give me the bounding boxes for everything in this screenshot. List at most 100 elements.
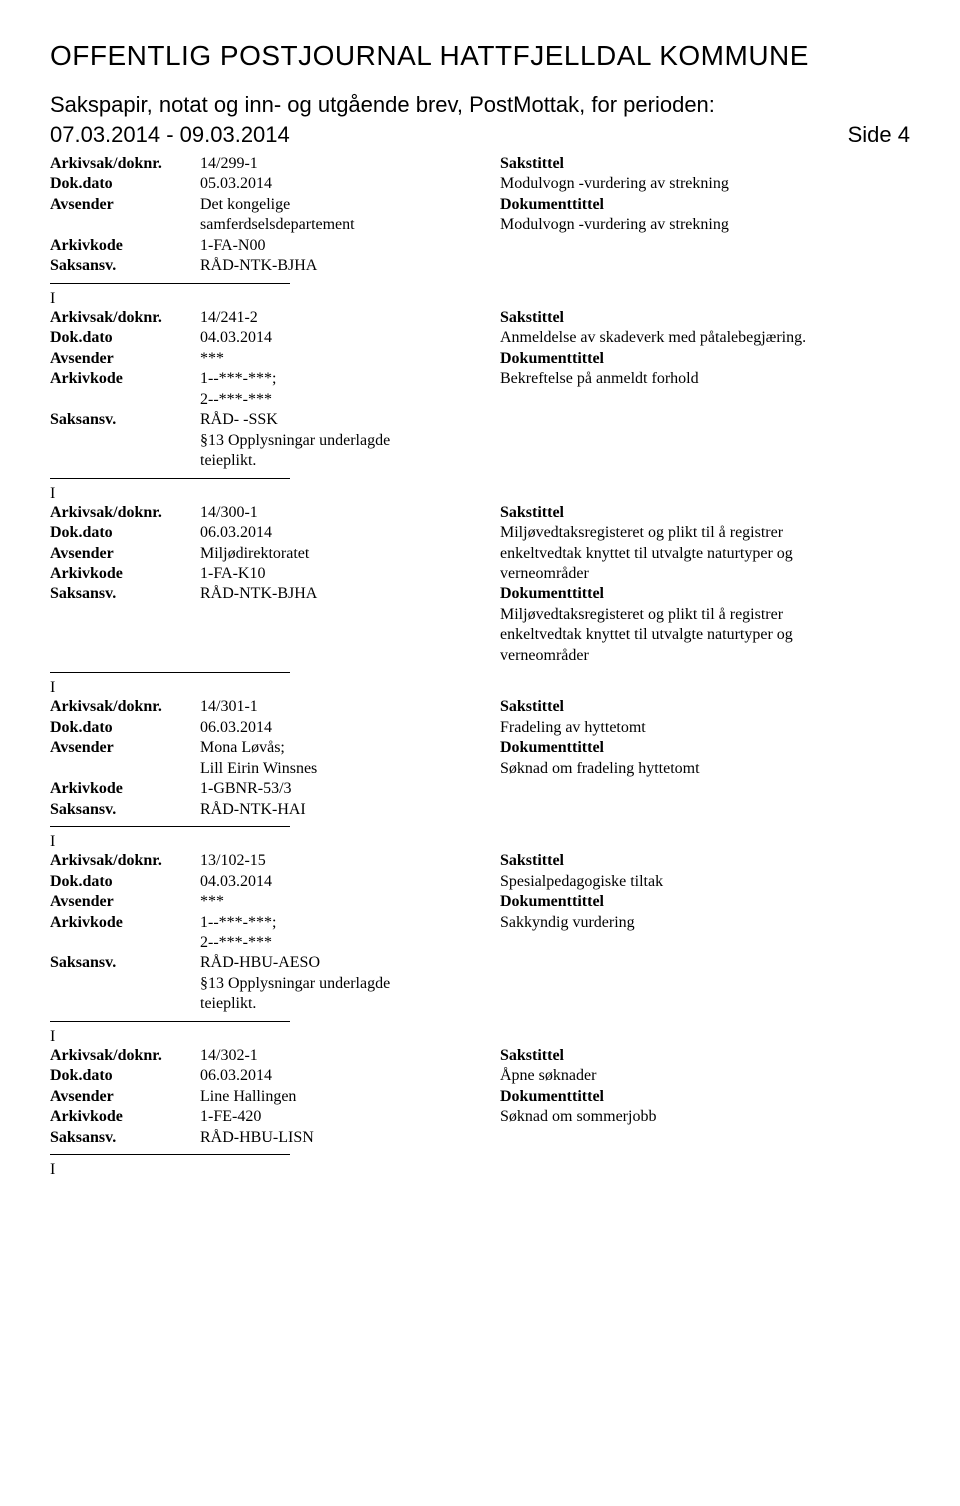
field-label [50, 646, 200, 666]
right-value: Miljøvedtaksregisteret og plikt til å re… [500, 524, 783, 541]
field-label [50, 933, 200, 953]
field-value: 06.03.2014 [200, 1066, 500, 1086]
field-label: Saksansv. [50, 953, 200, 973]
field-value: 13/102-15 [200, 851, 500, 871]
field-label [50, 431, 200, 451]
field-value: 14/300-1 [200, 503, 500, 523]
field-value: RÅD-HBU-LISN [200, 1128, 500, 1148]
field-value: Line Hallingen [200, 1087, 500, 1107]
field-label: Avsender [50, 544, 200, 564]
entry-separator [50, 1154, 290, 1155]
entry-separator [50, 283, 290, 284]
field-value: 2--***-*** [200, 390, 500, 410]
field-value: 2--***-*** [200, 933, 500, 953]
field-value: 1-FA-N00 [200, 236, 500, 256]
field-value: 06.03.2014 [200, 718, 500, 738]
right-value: verneområder [500, 647, 589, 664]
field-label: Avsender [50, 1087, 200, 1107]
field-label: Avsender [50, 349, 200, 369]
field-value [200, 646, 500, 666]
field-value [200, 625, 500, 645]
field-value: *** [200, 349, 500, 369]
right-label: Dokumenttittel [500, 195, 910, 215]
entry-indicator: I [50, 485, 910, 503]
field-label: Saksansv. [50, 410, 200, 430]
field-label: Arkivsak/doknr. [50, 308, 200, 328]
field-label: Dok.dato [50, 523, 200, 543]
entry-separator [50, 672, 290, 673]
field-value: 1--***-***; [200, 913, 500, 933]
right-value: Åpne søknader [500, 1067, 596, 1084]
entry-indicator: I [50, 679, 910, 697]
right-value: Søknad om sommerjobb [500, 1108, 656, 1125]
field-label: Saksansv. [50, 256, 200, 276]
field-value: 1--***-***; [200, 369, 500, 389]
field-value: 14/241-2 [200, 308, 500, 328]
field-label [50, 974, 200, 994]
entry-indicator: I [50, 290, 910, 308]
field-value: §13 Opplysningar underlagde [200, 431, 500, 451]
field-label: Dok.dato [50, 718, 200, 738]
right-label: Dokumenttittel [500, 584, 910, 604]
field-label [50, 451, 200, 471]
field-value: RÅD- -SSK [200, 410, 500, 430]
field-value: 04.03.2014 [200, 872, 500, 892]
right-label: Dokumenttittel [500, 349, 910, 369]
right-label: Sakstittel [500, 503, 910, 523]
right-label: Sakstittel [500, 1046, 910, 1066]
field-value: 14/301-1 [200, 697, 500, 717]
field-label: Dok.dato [50, 328, 200, 348]
right-value: Modulvogn -vurdering av strekning [500, 216, 729, 233]
field-value: RÅD-HBU-AESO [200, 953, 500, 973]
field-label: Dok.dato [50, 872, 200, 892]
field-value: 05.03.2014 [200, 174, 500, 194]
field-label [50, 625, 200, 645]
entry-indicator: I [50, 833, 910, 851]
entry-separator [50, 478, 290, 479]
journal-entry: Arkivsak/doknr.13/102-15SakstittelDok.da… [50, 851, 910, 1015]
right-value: Sakkyndig vurdering [500, 914, 635, 931]
field-value: Mona Løvås; [200, 738, 500, 758]
field-value: §13 Opplysningar underlagde [200, 974, 500, 994]
field-value: 14/302-1 [200, 1046, 500, 1066]
field-label: Arkivsak/doknr. [50, 697, 200, 717]
field-label: Arkivkode [50, 236, 200, 256]
field-label: Arkivkode [50, 369, 200, 389]
field-value: Miljødirektoratet [200, 544, 500, 564]
field-value: samferdselsdepartement [200, 215, 500, 235]
right-label: Sakstittel [500, 851, 910, 871]
right-label: Dokumenttittel [500, 738, 910, 758]
field-label [50, 759, 200, 779]
field-label [50, 994, 200, 1014]
right-value: Søknad om fradeling hyttetomt [500, 760, 700, 777]
journal-entry: Arkivsak/doknr.14/300-1Sakstittel Dok.dat… [50, 503, 910, 667]
field-label [50, 215, 200, 235]
field-label: Saksansv. [50, 1128, 200, 1148]
field-label: Arkivsak/doknr. [50, 154, 200, 174]
right-value: Fradeling av hyttetomt [500, 719, 646, 736]
field-value: 1-GBNR-53/3 [200, 779, 500, 799]
entry-indicator: I [50, 1028, 910, 1046]
field-value: 06.03.2014 [200, 523, 500, 543]
field-label [50, 605, 200, 625]
right-value: Bekreftelse på anmeldt forhold [500, 370, 699, 387]
right-value: enkeltvedtak knyttet til utvalgte naturt… [500, 626, 793, 643]
right-label: Sakstittel [500, 308, 910, 328]
field-label: Saksansv. [50, 584, 200, 604]
page-title: OFFENTLIG POSTJOURNAL HATTFJELLDAL KOMMU… [50, 40, 910, 72]
field-label: Arkivkode [50, 779, 200, 799]
field-value: 14/299-1 [200, 154, 500, 174]
field-label: Arkivsak/doknr. [50, 503, 200, 523]
field-label: Dok.dato [50, 174, 200, 194]
field-label: Avsender [50, 195, 200, 215]
field-label [50, 390, 200, 410]
field-value: RÅD-NTK-BJHA [200, 256, 500, 276]
right-value: Spesialpedagogiske tiltak [500, 873, 663, 890]
right-value: enkeltvedtak knyttet til utvalgte naturt… [500, 545, 793, 562]
right-value: verneområder [500, 565, 589, 582]
field-value [200, 605, 500, 625]
field-value: 1-FE-420 [200, 1107, 500, 1127]
entry-separator [50, 1021, 290, 1022]
right-value: Modulvogn -vurdering av strekning [500, 175, 729, 192]
entry-indicator: I [50, 1161, 910, 1179]
